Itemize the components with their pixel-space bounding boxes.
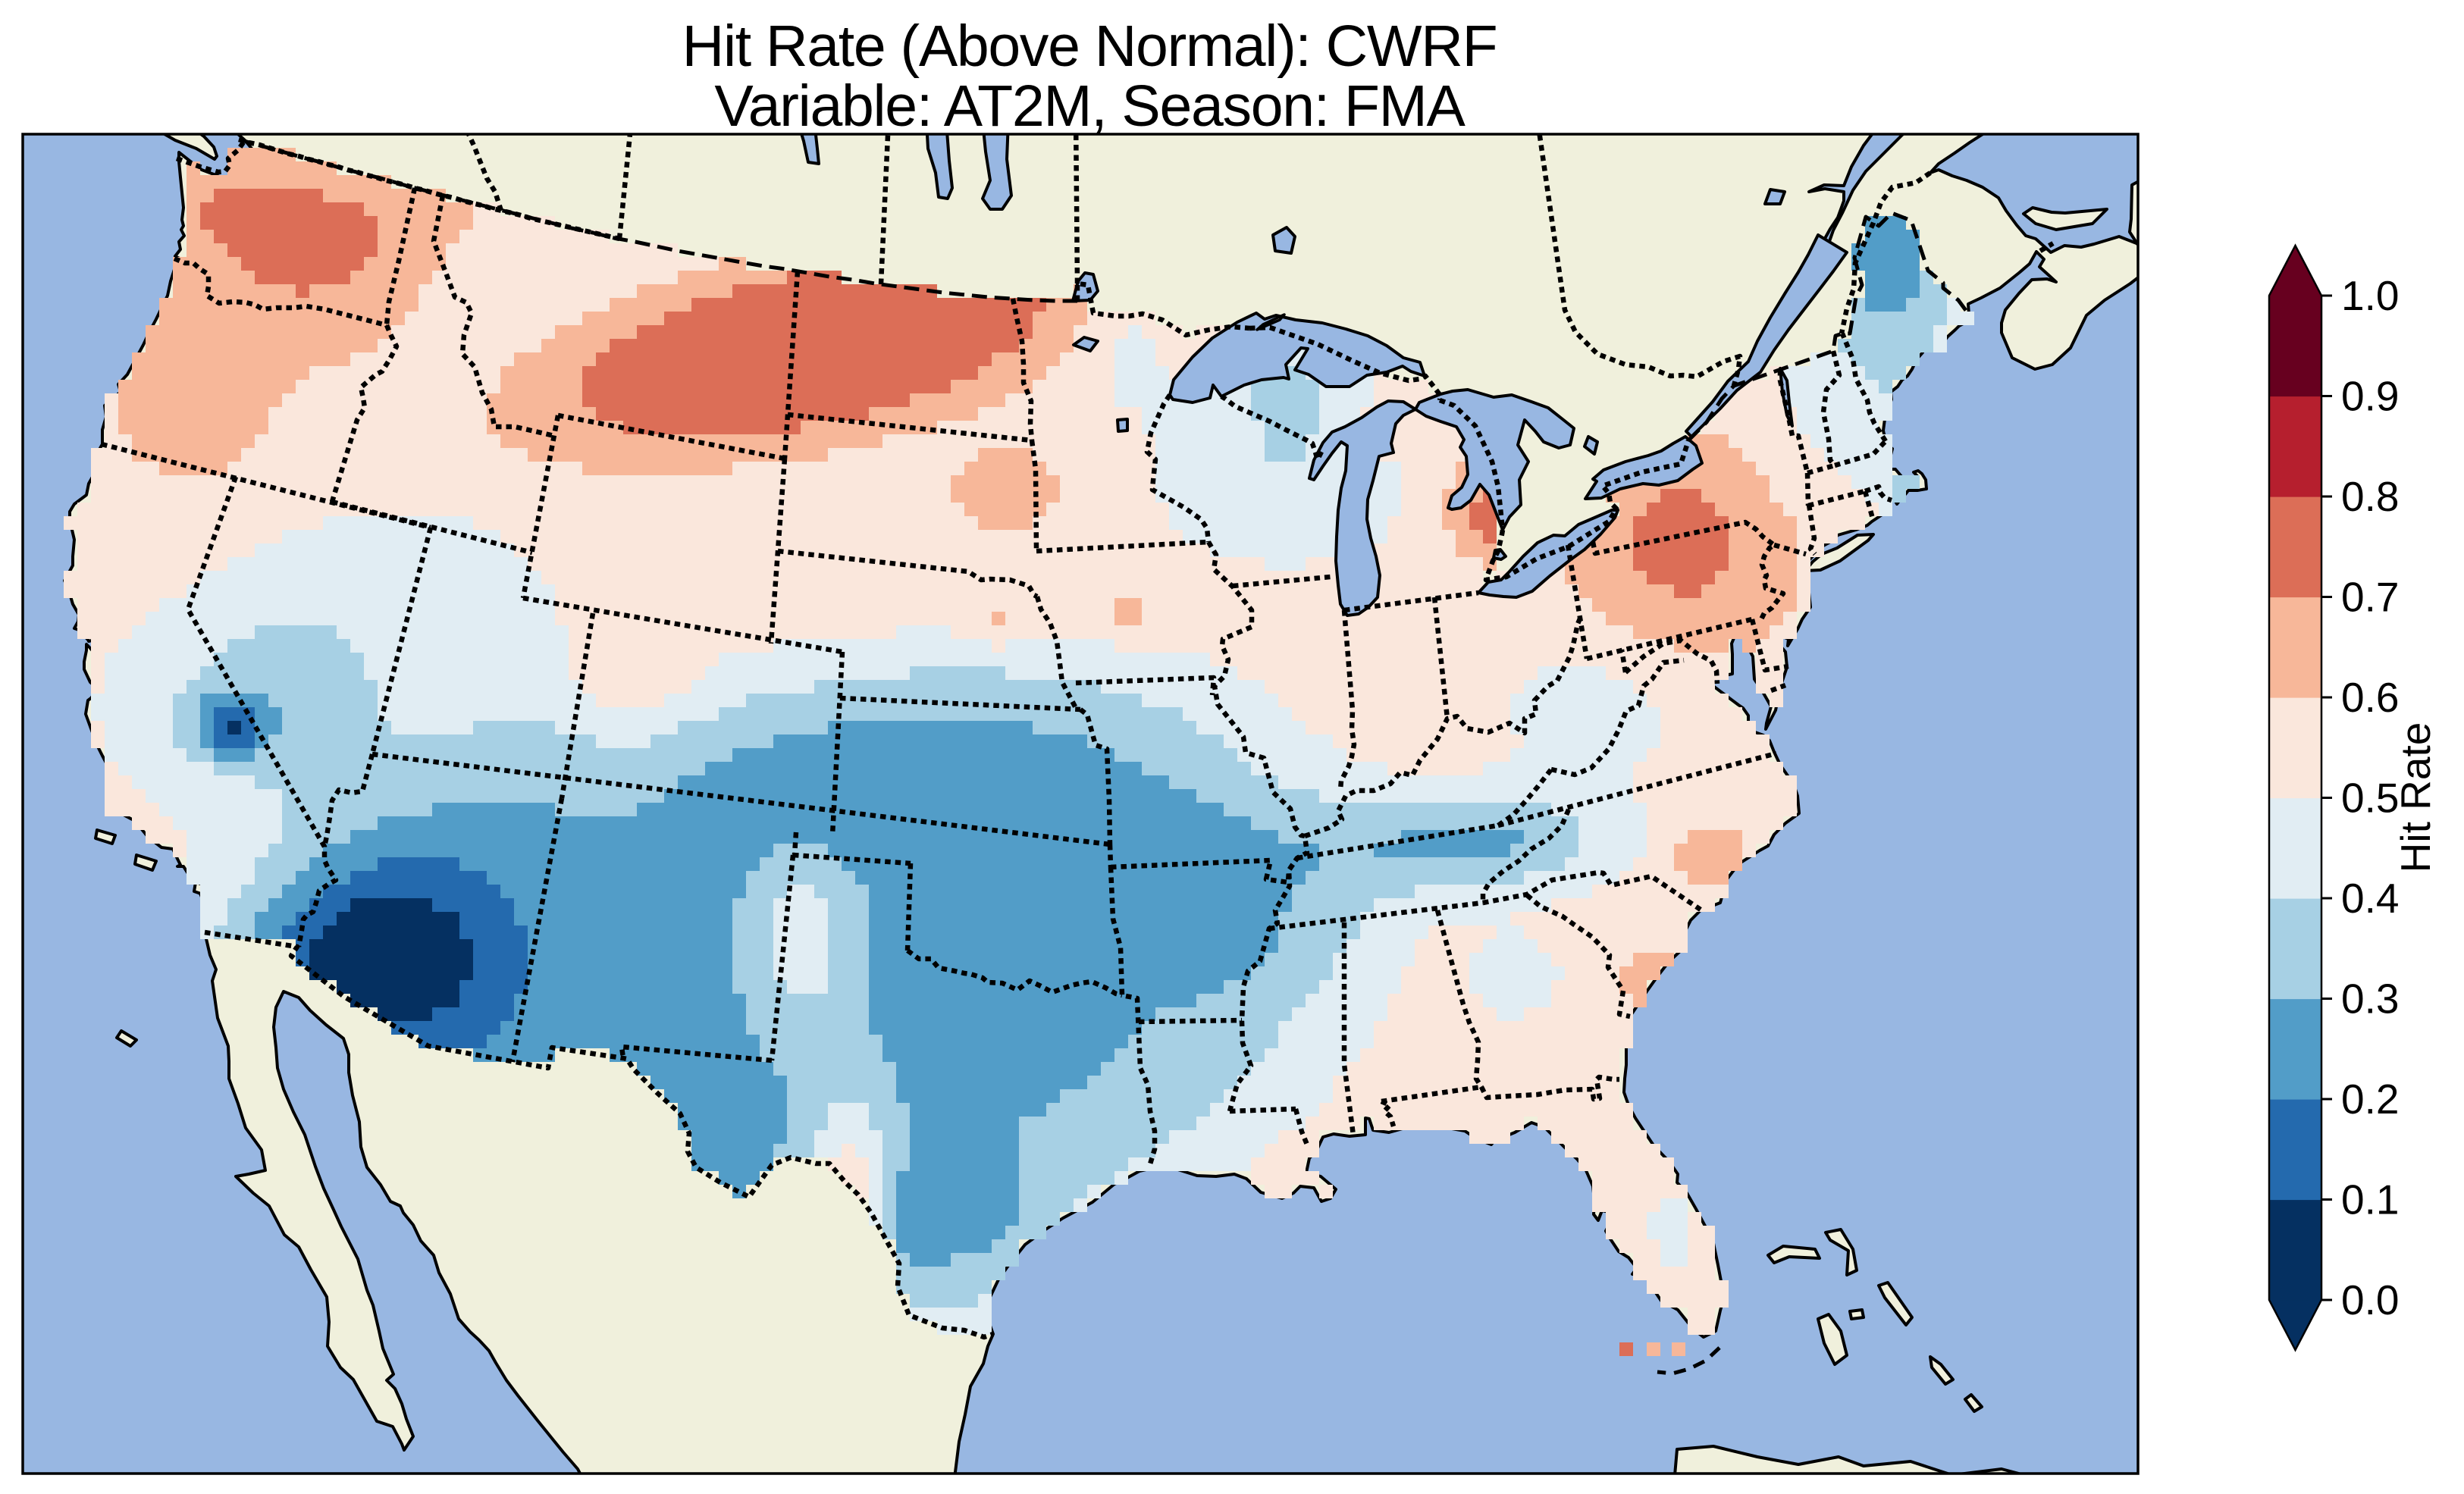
svg-text:0.3: 0.3 [2341, 976, 2399, 1023]
svg-text:0.0: 0.0 [2341, 1276, 2399, 1323]
svg-text:0.1: 0.1 [2341, 1176, 2399, 1223]
svg-text:0.4: 0.4 [2341, 875, 2399, 922]
svg-text:0.7: 0.7 [2341, 574, 2399, 621]
svg-text:Hit Rate: Hit Rate [2392, 722, 2439, 873]
svg-text:0.6: 0.6 [2341, 674, 2399, 721]
svg-text:Variable: AT2M, Season: FMA: Variable: AT2M, Season: FMA [714, 74, 1466, 139]
svg-text:0.9: 0.9 [2341, 373, 2399, 420]
svg-text:0.2: 0.2 [2341, 1076, 2399, 1123]
svg-text:0.5: 0.5 [2341, 775, 2399, 822]
svg-text:Hit Rate (Above Normal): CWRF: Hit Rate (Above Normal): CWRF [682, 14, 1497, 79]
svg-text:0.8: 0.8 [2341, 473, 2399, 520]
svg-text:1.0: 1.0 [2341, 272, 2399, 319]
